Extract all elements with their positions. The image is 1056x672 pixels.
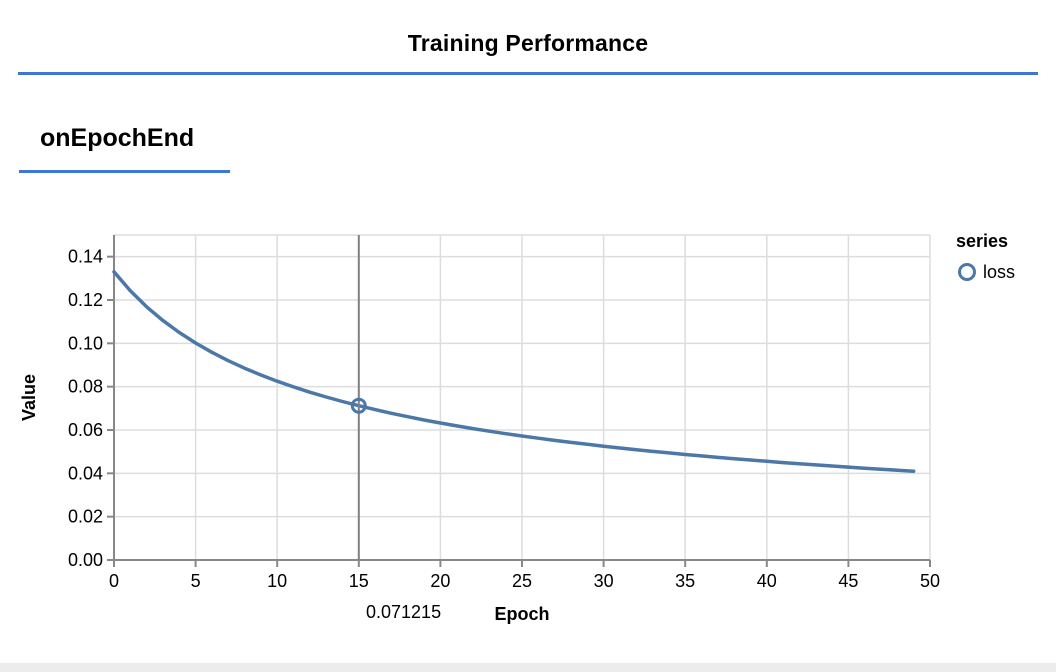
x-tick-label: 15 xyxy=(349,571,369,591)
x-tick-label: 25 xyxy=(512,571,532,591)
panel-title-underline xyxy=(19,170,230,173)
chart-canvas[interactable]: 0 5 10 15 20 25 30 35 40 45 50 0.00 0.02 0.04 0.06 0.08… xyxy=(0,225,1056,625)
y-tick-label: 0.00 xyxy=(68,550,103,570)
y-tick-label: 0.02 xyxy=(68,507,103,527)
y-tick-label: 0.14 xyxy=(68,247,103,267)
y-tick-label: 0.12 xyxy=(68,290,103,310)
x-tick-label: 0 xyxy=(109,571,119,591)
surface-bottom-edge xyxy=(0,663,1056,672)
y-tick-label: 0.04 xyxy=(68,463,103,483)
highlight-point-marker xyxy=(350,397,367,414)
loss-line-chart[interactable]: 0 5 10 15 20 25 30 35 40 45 50 0.00 0.02 0.04 0.06 0.08… xyxy=(0,225,1056,625)
x-tick-label: 10 xyxy=(267,571,287,591)
x-tick-label: 35 xyxy=(675,571,695,591)
loss-series-line xyxy=(112,270,916,473)
y-axis-title: Value xyxy=(19,374,39,421)
y-tick-label: 0.10 xyxy=(68,333,103,353)
x-tick-label: 5 xyxy=(191,571,201,591)
legend-item-loss: loss xyxy=(956,261,1015,283)
chart-legend: series loss xyxy=(956,231,1015,283)
x-tick-label: 45 xyxy=(838,571,858,591)
title-underline xyxy=(18,72,1038,75)
y-tick-label: 0.06 xyxy=(68,420,103,440)
panel-title: onEpochEnd xyxy=(40,124,195,152)
x-tick-label: 30 xyxy=(594,571,614,591)
x-tick-label: 50 xyxy=(920,571,940,591)
tooltip-value: 0.071215 xyxy=(366,602,442,622)
surface-title: Training Performance xyxy=(407,30,649,56)
x-tick-label: 40 xyxy=(757,571,777,591)
x-axis-title: Epoch xyxy=(494,604,549,624)
x-tick-label: 20 xyxy=(430,571,450,591)
legend-item-label: loss xyxy=(983,261,1016,282)
legend-title: series xyxy=(956,231,1009,251)
circle-outline-icon xyxy=(958,263,976,281)
y-tick-label: 0.08 xyxy=(68,377,103,397)
